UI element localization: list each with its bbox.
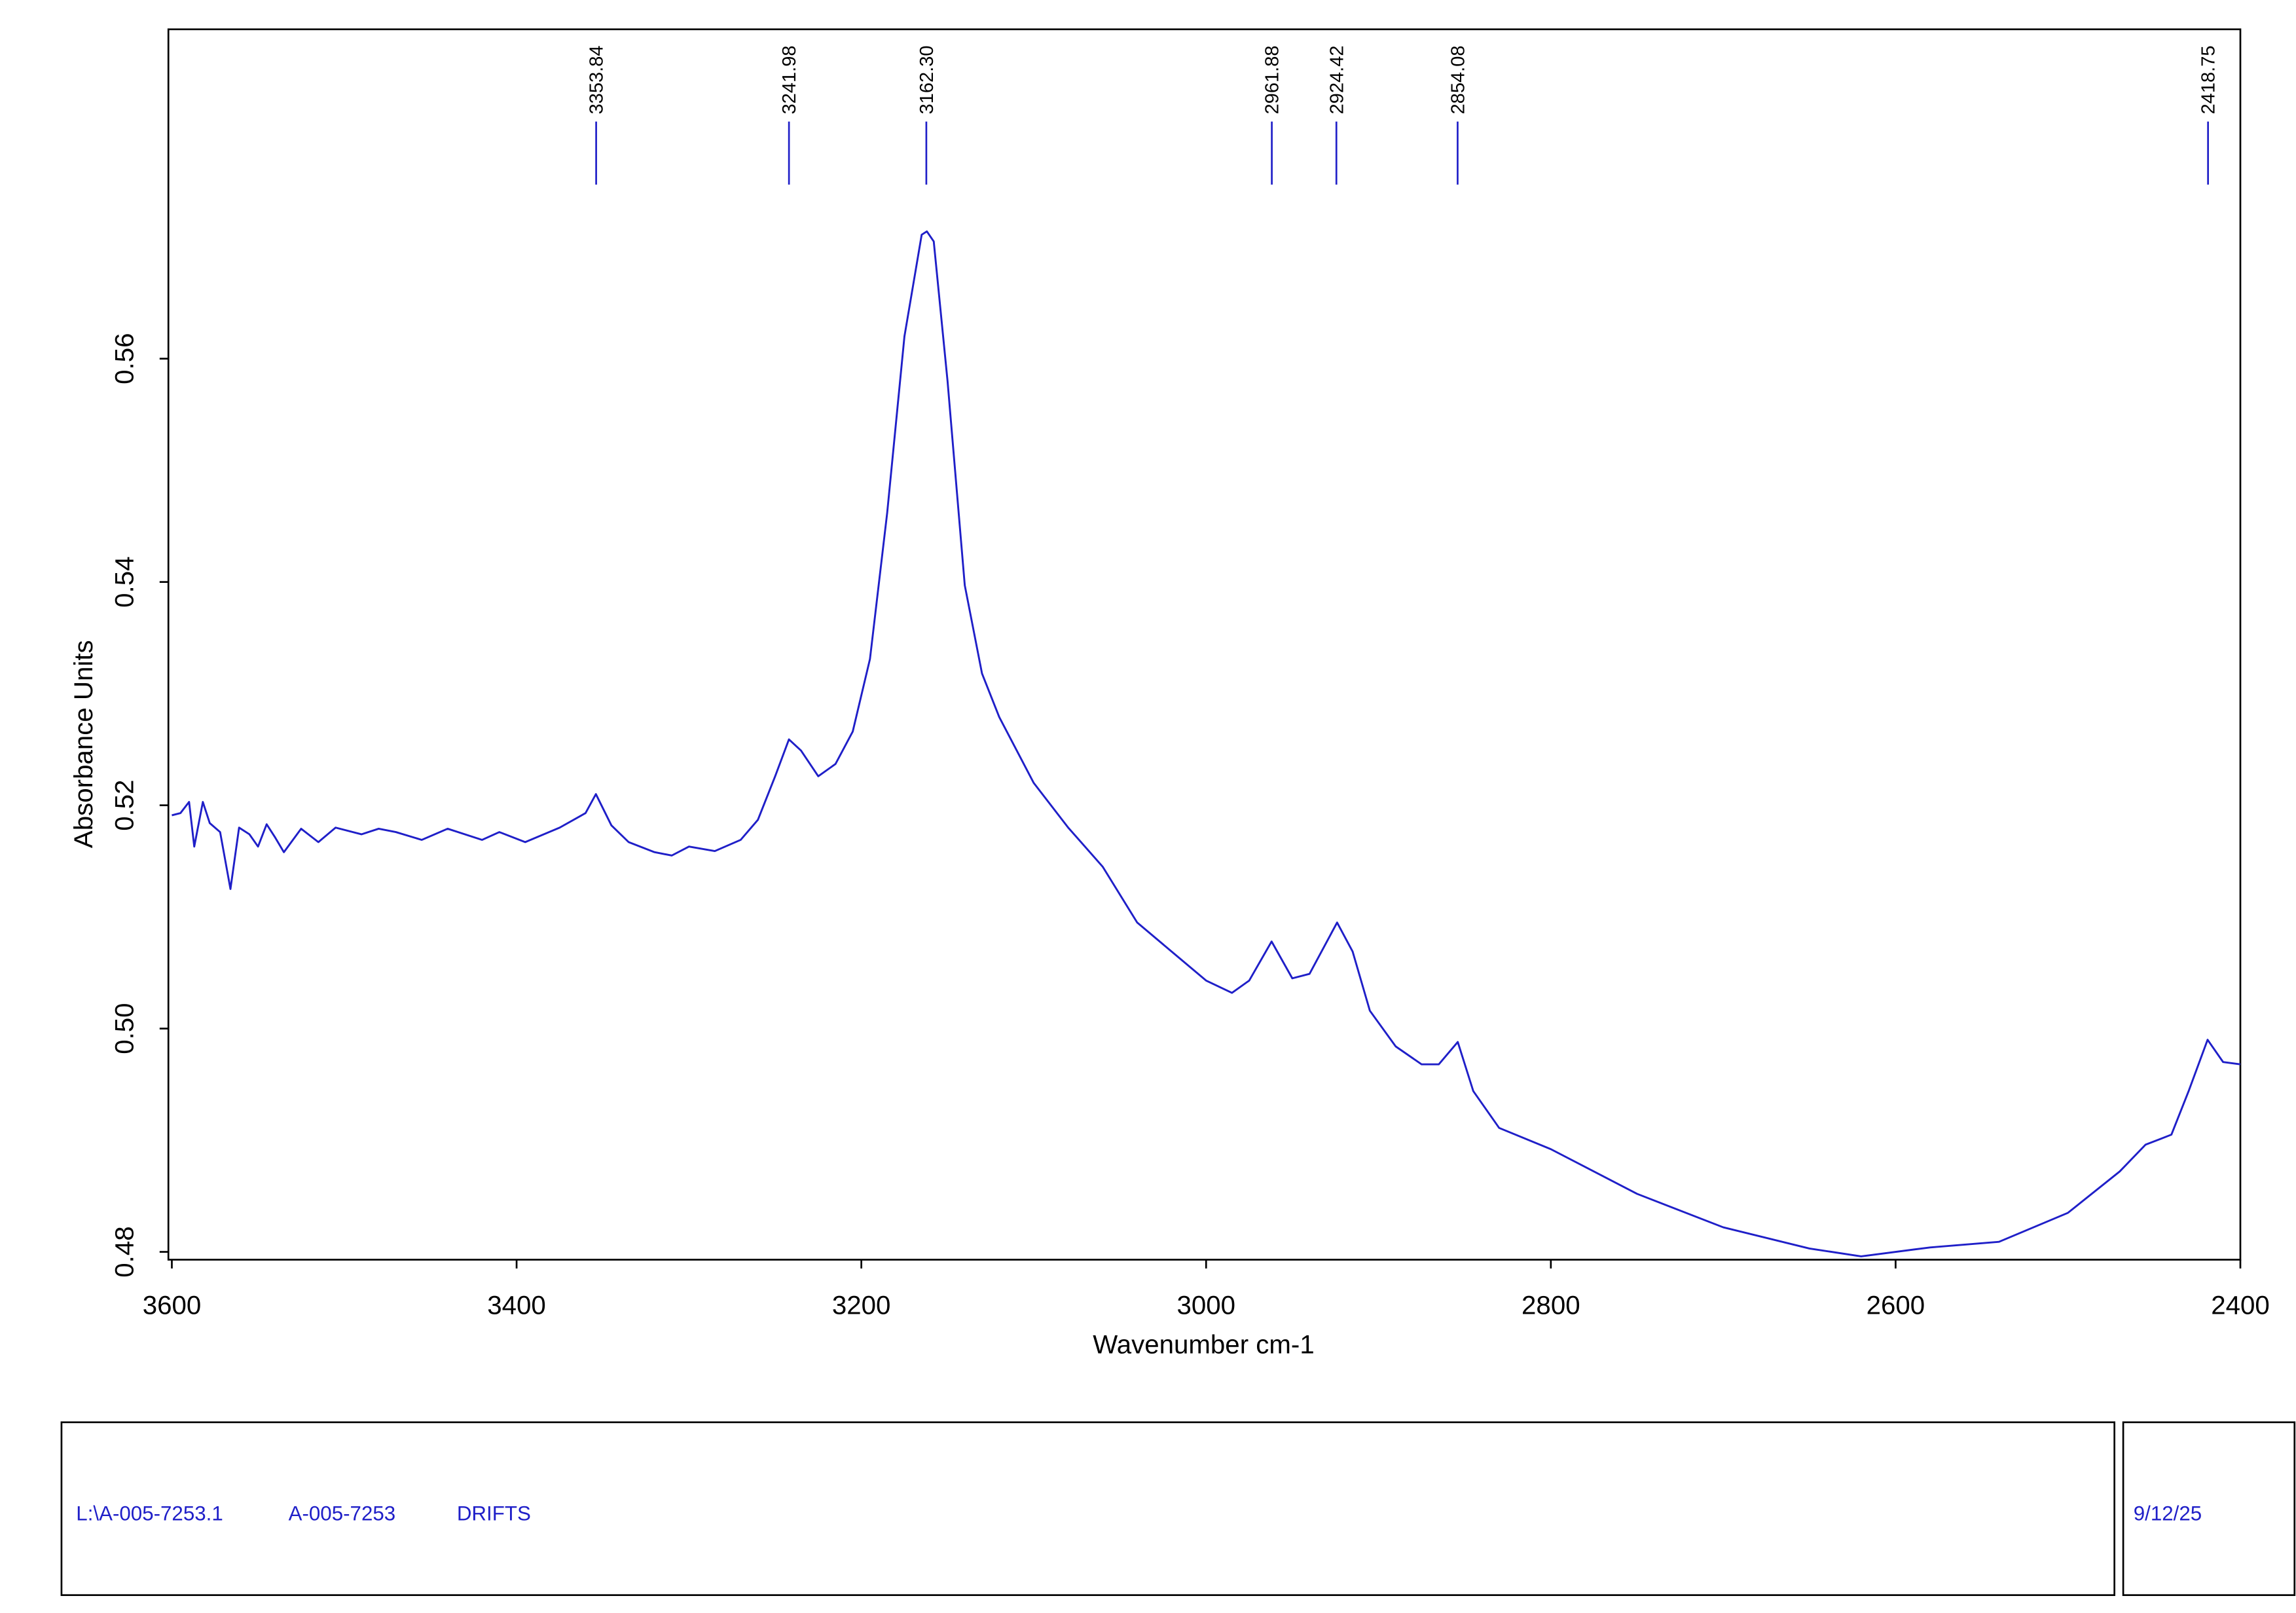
x-tick-label: 2400 [2211,1290,2270,1320]
x-tick-label: 3400 [487,1290,546,1320]
y-tick-label: 0.52 [110,779,139,830]
footer-date-box [2122,1421,2296,1597]
peak-label: 3353.84 [587,45,608,114]
y-tick-label: 0.50 [110,1003,139,1054]
x-axis-label: Wavenumber cm-1 [1093,1330,1314,1360]
x-tick-label: 2800 [1522,1290,1580,1320]
y-tick-label: 0.56 [110,333,139,384]
peak-label: 3162.30 [917,45,938,114]
y-axis-label: Absorbance Units [69,640,98,848]
footer-date: 9/12/25 [2134,1502,2202,1525]
peak-label: 2961.88 [1262,45,1283,114]
plot-frame [167,28,2242,1261]
peak-label: 2854.08 [1448,45,1469,114]
peak-label: 2924.42 [1326,45,1347,114]
spectrum-line [172,230,2241,1257]
y-tick-label: 0.48 [110,1226,139,1277]
x-tick-label: 3600 [143,1290,202,1320]
footer-box [60,1421,2116,1597]
footer-sample: A-005-7253 [289,1502,396,1525]
x-tick-label: 3000 [1176,1290,1235,1320]
footer-file: L:\A-005-7253.1 [76,1502,223,1525]
peak-label: 3241.98 [779,45,800,114]
peak-label: 2418.75 [2198,45,2219,114]
footer-method: DRIFTS [457,1502,531,1525]
y-tick-label: 0.54 [110,556,139,607]
x-tick-label: 2600 [1867,1290,1925,1320]
x-tick-label: 3200 [832,1290,891,1320]
